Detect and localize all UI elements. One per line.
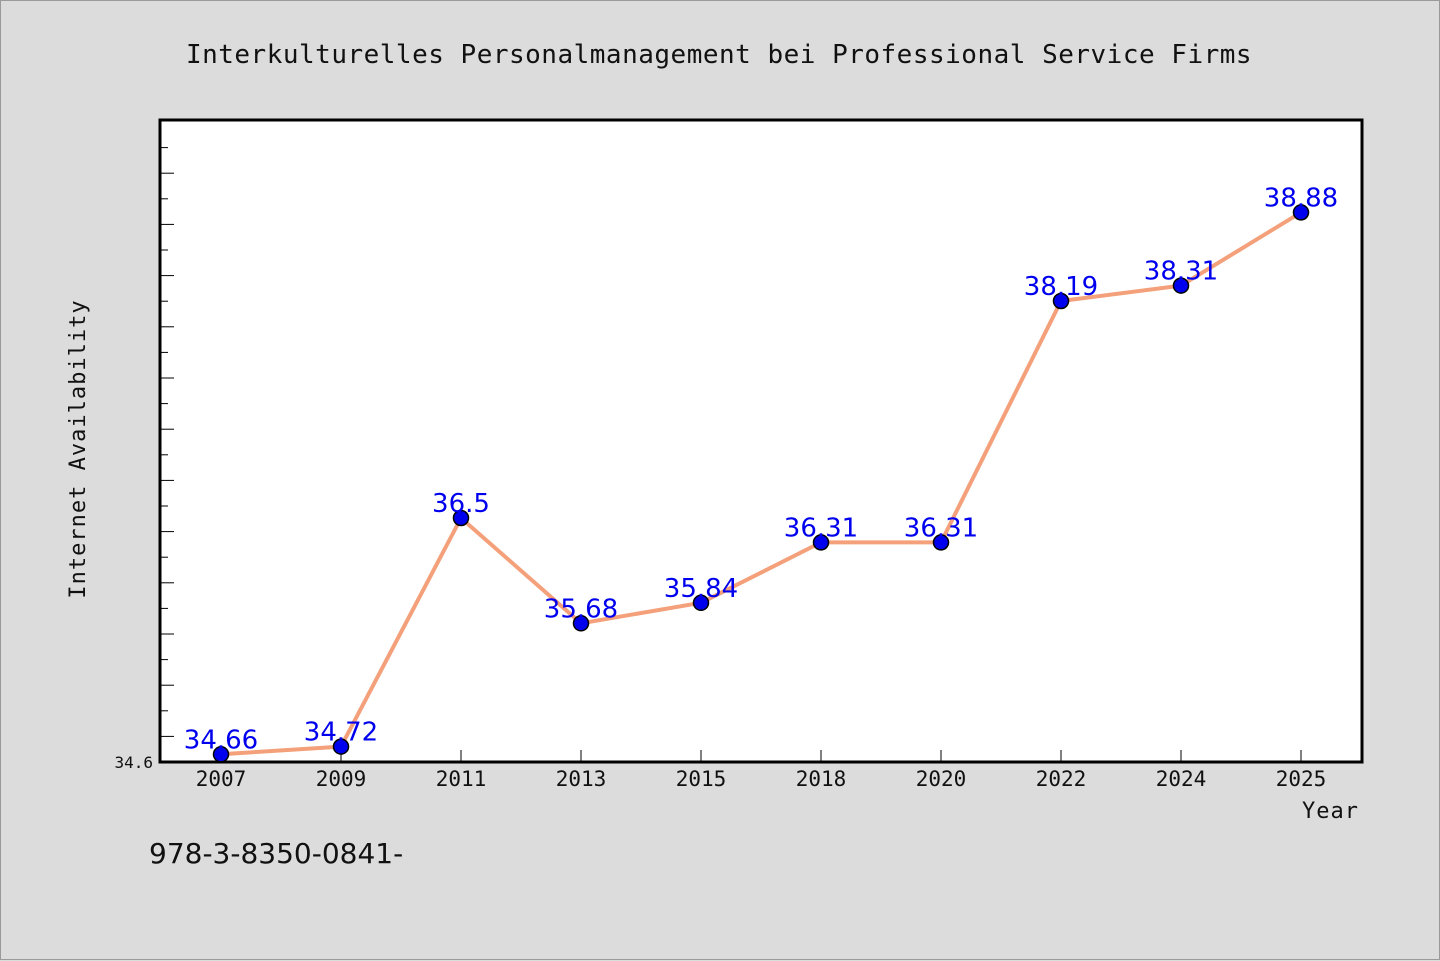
plot-area	[158, 118, 1364, 764]
x-tick-label: 2011	[436, 767, 487, 791]
x-tick-label: 2024	[1156, 767, 1207, 791]
x-axis-title: Year	[1302, 799, 1359, 824]
series-line	[220, 210, 1303, 757]
x-tick-label: 2007	[196, 767, 247, 791]
x-tick-label: 2018	[796, 767, 847, 791]
data-label: 34.66	[184, 725, 258, 755]
data-point	[692, 594, 710, 612]
y-axis-title: Internet Availability	[66, 299, 91, 598]
data-label: 34.72	[304, 718, 378, 748]
y-axis-ticks	[160, 147, 174, 737]
y-min-label: 34.6	[114, 753, 153, 772]
data-label: 38.31	[1144, 257, 1218, 287]
data-point	[212, 746, 230, 763]
data-point	[332, 738, 350, 755]
data-point	[452, 509, 470, 527]
x-tick-label: 2020	[916, 767, 967, 791]
data-label: 35.68	[544, 594, 618, 624]
x-tick-label: 2022	[1036, 767, 1087, 791]
data-label: 36.5	[432, 489, 490, 519]
x-tick-label: 2009	[316, 767, 367, 791]
data-point	[812, 534, 830, 551]
data-label: 38.19	[1024, 272, 1098, 302]
data-label: 36.31	[784, 513, 858, 543]
data-point	[1052, 292, 1070, 310]
data-label: 36.31	[904, 513, 978, 543]
chart-title: Interkulturelles Personalmanagement bei …	[186, 40, 1252, 70]
data-label: 35.84	[664, 574, 738, 604]
data-label: 38.88	[1264, 183, 1338, 213]
x-tick-label: 2013	[556, 767, 607, 791]
series-layer	[212, 204, 1310, 763]
footer-caption: 978-3-8350-0841-	[149, 837, 403, 870]
data-point	[572, 615, 590, 632]
x-tick-label: 2015	[676, 767, 727, 791]
data-labels: 34.66 34.72 36.5 35.68 35.84 36.31 36.31 38.19 3…	[184, 183, 1338, 755]
x-axis-ticks: 2007 2009 2011 2013 2015 2018 2020 2022 2024 2025	[196, 750, 1327, 791]
data-point	[1172, 277, 1190, 294]
data-point	[1292, 204, 1310, 221]
data-point	[932, 534, 950, 551]
x-tick-label: 2025	[1276, 767, 1327, 791]
